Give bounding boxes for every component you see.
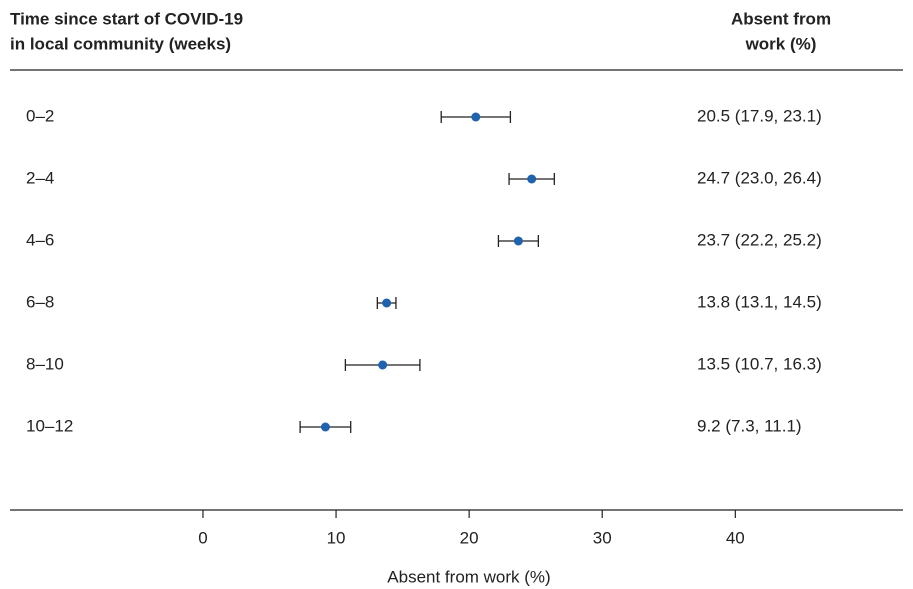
value-label: 24.7 (23.0, 26.4): [697, 168, 822, 187]
point: [382, 298, 392, 308]
row-label: 6–8: [26, 292, 54, 311]
row-label: 0–2: [26, 106, 54, 125]
left-header: in local community (weeks): [10, 34, 231, 53]
point: [471, 112, 481, 122]
right-header: Absent from: [731, 9, 831, 28]
left-header: Time since start of COVID-19: [10, 9, 243, 28]
row-label: 10–12: [26, 416, 73, 435]
value-label: 13.8 (13.1, 14.5): [697, 292, 822, 311]
x-tick-label: 0: [198, 528, 207, 547]
row-label: 8–10: [26, 354, 64, 373]
right-header: work (%): [745, 34, 817, 53]
point: [378, 360, 388, 370]
point: [513, 236, 523, 246]
value-label: 20.5 (17.9, 23.1): [697, 106, 822, 125]
point: [527, 174, 537, 184]
value-label: 9.2 (7.3, 11.1): [697, 416, 802, 435]
row-label: 4–6: [26, 230, 54, 249]
row-label: 2–4: [26, 168, 54, 187]
value-label: 23.7 (22.2, 25.2): [697, 230, 822, 249]
x-tick-label: 20: [460, 528, 479, 547]
x-axis-label: Absent from work (%): [387, 567, 550, 586]
value-label: 13.5 (10.7, 16.3): [697, 354, 822, 373]
point: [320, 422, 330, 432]
x-tick-label: 10: [327, 528, 346, 547]
x-tick-label: 40: [726, 528, 745, 547]
x-tick-label: 30: [593, 528, 612, 547]
